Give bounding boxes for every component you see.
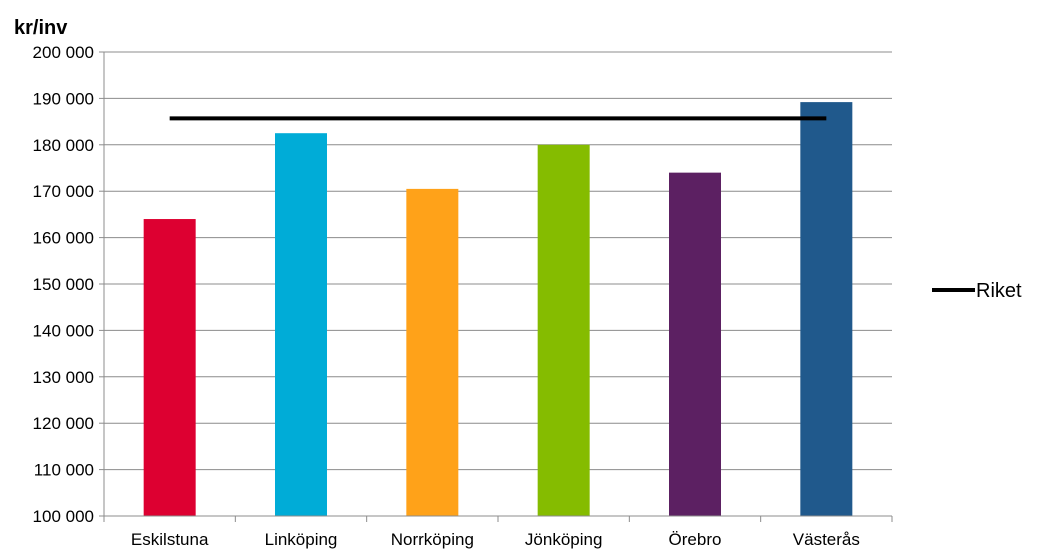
- x-tick-label: Jönköping: [525, 530, 603, 549]
- x-axis: [103, 515, 893, 522]
- y-axis-ticks: 100 000 110 000 120 000 130 000 140 000 150 0…: [33, 43, 105, 526]
- y-tick-label: 170 000: [33, 182, 94, 201]
- y-tick-label: 110 000: [34, 461, 94, 480]
- bars: [143, 102, 853, 517]
- bar: [406, 188, 459, 516]
- y-tick-label: 180 000: [33, 136, 94, 155]
- gridlines: [104, 51, 892, 517]
- bar: [275, 133, 327, 516]
- x-tick-label: Linköping: [265, 530, 338, 549]
- y-axis-unit-label: kr/inv: [14, 17, 68, 39]
- x-tick-label: Norrköping: [391, 530, 474, 549]
- x-tick-label: Eskilstuna: [131, 530, 209, 549]
- bar: [143, 219, 196, 517]
- y-tick-label: 160 000: [33, 229, 94, 248]
- bar: [800, 102, 853, 516]
- y-tick-label: 120 000: [33, 414, 94, 433]
- x-tick-label: Örebro: [669, 530, 722, 549]
- legend: Riket: [932, 280, 1022, 302]
- bar: [537, 144, 590, 517]
- y-tick-label: 190 000: [33, 89, 94, 108]
- y-tick-label: 130 000: [33, 368, 94, 387]
- y-tick-label: 100 000: [33, 507, 94, 526]
- y-tick-label: 150 000: [33, 275, 94, 294]
- y-tick-label: 200 000: [33, 43, 94, 62]
- x-axis-labels: Eskilstuna Linköping Norrköping Jönköping Ör…: [131, 530, 860, 549]
- x-tick-label: Västerås: [793, 530, 860, 549]
- y-tick-label: 140 000: [33, 321, 94, 340]
- legend-label-riket: Riket: [976, 280, 1022, 302]
- bar: [669, 172, 721, 516]
